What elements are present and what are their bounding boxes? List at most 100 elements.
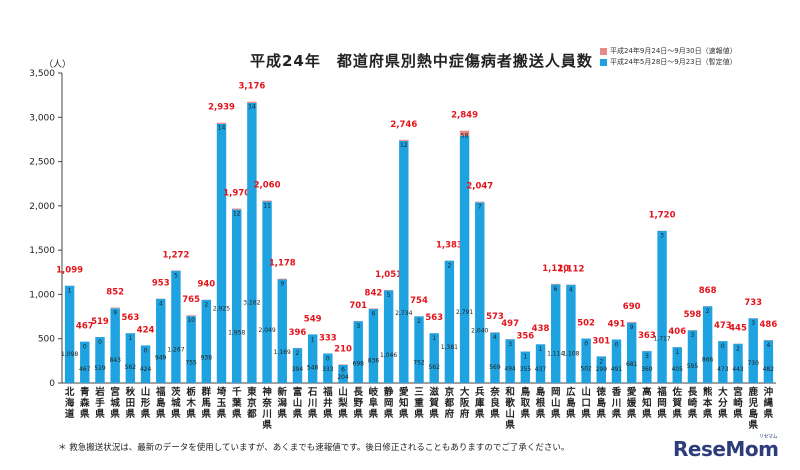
bar-preliminary bbox=[368, 308, 379, 309]
data-label-preliminary: 3 bbox=[660, 233, 664, 240]
data-label-preliminary: 1 bbox=[128, 335, 132, 342]
data-label-preliminary: 5 bbox=[174, 272, 178, 279]
x-tick-label: 佐賀県 bbox=[671, 386, 682, 420]
bar-provisional bbox=[505, 339, 515, 383]
data-label-total: 868 bbox=[699, 286, 717, 296]
x-tick-label: 茨城県 bbox=[171, 386, 181, 420]
data-label-provisional: 1,267 bbox=[167, 347, 184, 354]
bar-provisional bbox=[64, 285, 75, 383]
bar-preliminary bbox=[110, 307, 120, 309]
x-tick-label: 大阪府 bbox=[460, 386, 470, 420]
data-label-preliminary: 2 bbox=[599, 358, 603, 365]
bar-provisional bbox=[566, 284, 576, 383]
data-label-provisional: 299 bbox=[596, 366, 608, 373]
bar-provisional bbox=[262, 201, 272, 383]
data-label-total: 563 bbox=[425, 313, 443, 323]
data-label-provisional: 2,734 bbox=[395, 310, 412, 317]
data-label-provisional: 843 bbox=[109, 357, 121, 364]
data-label-preliminary: 2 bbox=[204, 302, 208, 309]
data-label-total: 1,720 bbox=[649, 211, 676, 221]
data-label-provisional: 467 bbox=[79, 366, 91, 373]
data-label-preliminary: 14 bbox=[218, 125, 226, 132]
data-label-preliminary: 4 bbox=[159, 301, 163, 308]
data-label-preliminary: 6 bbox=[554, 286, 558, 293]
bar-provisional bbox=[718, 341, 728, 383]
data-label-preliminary: 7 bbox=[478, 204, 482, 211]
data-label-provisional: 394 bbox=[292, 366, 304, 373]
y-tick-label: 0 bbox=[49, 379, 55, 389]
x-tick-label: 神奈川県 bbox=[261, 386, 272, 431]
bar-provisional bbox=[216, 123, 227, 383]
data-label-preliminary: 58 bbox=[461, 133, 469, 140]
data-label-provisional: 355 bbox=[520, 366, 532, 373]
y-tick-label: 1,500 bbox=[29, 246, 55, 256]
bar-preliminary bbox=[551, 283, 561, 285]
bar-provisional bbox=[383, 290, 394, 383]
bar-provisional bbox=[596, 356, 607, 383]
data-label-preliminary: 4 bbox=[493, 334, 497, 341]
x-tick-label: 三重県 bbox=[414, 387, 424, 420]
x-tick-label: 長崎県 bbox=[688, 387, 698, 420]
x-tick-label: 静岡県 bbox=[384, 386, 394, 420]
x-tick-label: 和歌山県 bbox=[504, 386, 515, 431]
data-label-preliminary: 4 bbox=[766, 342, 770, 349]
bar-preliminary bbox=[459, 130, 470, 136]
x-tick-label: 熊本県 bbox=[703, 386, 713, 420]
bar-provisional bbox=[338, 364, 348, 383]
bar-provisional bbox=[399, 140, 409, 383]
bar-preliminary bbox=[216, 122, 227, 124]
bar-provisional bbox=[80, 341, 90, 383]
data-label-provisional: 491 bbox=[611, 366, 623, 373]
data-label-total: 1,112 bbox=[557, 265, 584, 275]
data-label-preliminary: 1 bbox=[539, 346, 543, 353]
data-label-total: 445 bbox=[729, 324, 747, 334]
bar-preliminary bbox=[475, 201, 485, 203]
data-label-provisional: 1,717 bbox=[653, 335, 670, 342]
logo-text: ReseMom bbox=[673, 437, 779, 461]
bar-preliminary bbox=[186, 315, 196, 317]
x-tick-label: 富山県 bbox=[293, 386, 303, 420]
data-label-total: 491 bbox=[608, 320, 626, 330]
data-label-preliminary: 6 bbox=[372, 310, 376, 317]
data-label-total: 467 bbox=[76, 322, 94, 332]
data-label-total: 754 bbox=[410, 296, 428, 306]
data-label-preliminary: 9 bbox=[630, 324, 634, 331]
data-label-preliminary: 12 bbox=[233, 211, 241, 218]
x-tick-label: 岩手県 bbox=[94, 386, 105, 420]
data-label-preliminary: 0 bbox=[615, 342, 619, 349]
data-label-total: 2,849 bbox=[451, 111, 478, 121]
data-label-total: 765 bbox=[182, 295, 200, 305]
data-label-preliminary: 10 bbox=[187, 317, 195, 324]
data-label-provisional: 2,791 bbox=[456, 309, 473, 316]
data-label-provisional: 938 bbox=[201, 355, 213, 362]
data-label-preliminary: 0 bbox=[721, 343, 725, 350]
bar-provisional bbox=[156, 298, 166, 383]
bar-provisional bbox=[459, 135, 470, 383]
data-label-preliminary: 3 bbox=[356, 323, 360, 330]
bar-provisional bbox=[657, 230, 667, 383]
data-label-provisional: 1,108 bbox=[562, 351, 579, 358]
chart-title: 平成24年 都道府県別熱中症傷病者搬送人員数 bbox=[250, 52, 593, 70]
data-label-preliminary: 6 bbox=[341, 366, 345, 373]
data-label-total: 1,383 bbox=[436, 241, 463, 251]
legend-swatch-provisional bbox=[600, 59, 607, 66]
y-tick-label: 2,500 bbox=[29, 158, 55, 168]
bar-provisional bbox=[429, 333, 439, 383]
x-tick-label: 兵庫県 bbox=[475, 386, 485, 420]
data-label-provisional: 755 bbox=[185, 359, 197, 366]
data-label-total: 438 bbox=[532, 324, 550, 334]
data-label-total: 473 bbox=[714, 321, 732, 331]
x-tick-label: 東京都 bbox=[246, 386, 257, 420]
bar-provisional bbox=[186, 316, 196, 383]
footnote: ＊ 救急搬送状況は、最新のデータを使用していますが、あくまでも速報値です。後日修… bbox=[58, 443, 570, 453]
data-label-provisional: 494 bbox=[504, 366, 516, 373]
data-label-total: 1,178 bbox=[269, 259, 296, 269]
data-label-preliminary: 0 bbox=[144, 347, 148, 354]
data-label-provisional: 681 bbox=[626, 361, 638, 368]
bar-provisional bbox=[611, 339, 622, 383]
y-tick-label: 500 bbox=[38, 335, 55, 345]
data-label-total: 2,060 bbox=[254, 181, 281, 191]
data-label-preliminary: 0 bbox=[98, 339, 102, 346]
x-tick-label: 奈良県 bbox=[489, 386, 500, 420]
data-label-preliminary: 9 bbox=[280, 281, 284, 288]
